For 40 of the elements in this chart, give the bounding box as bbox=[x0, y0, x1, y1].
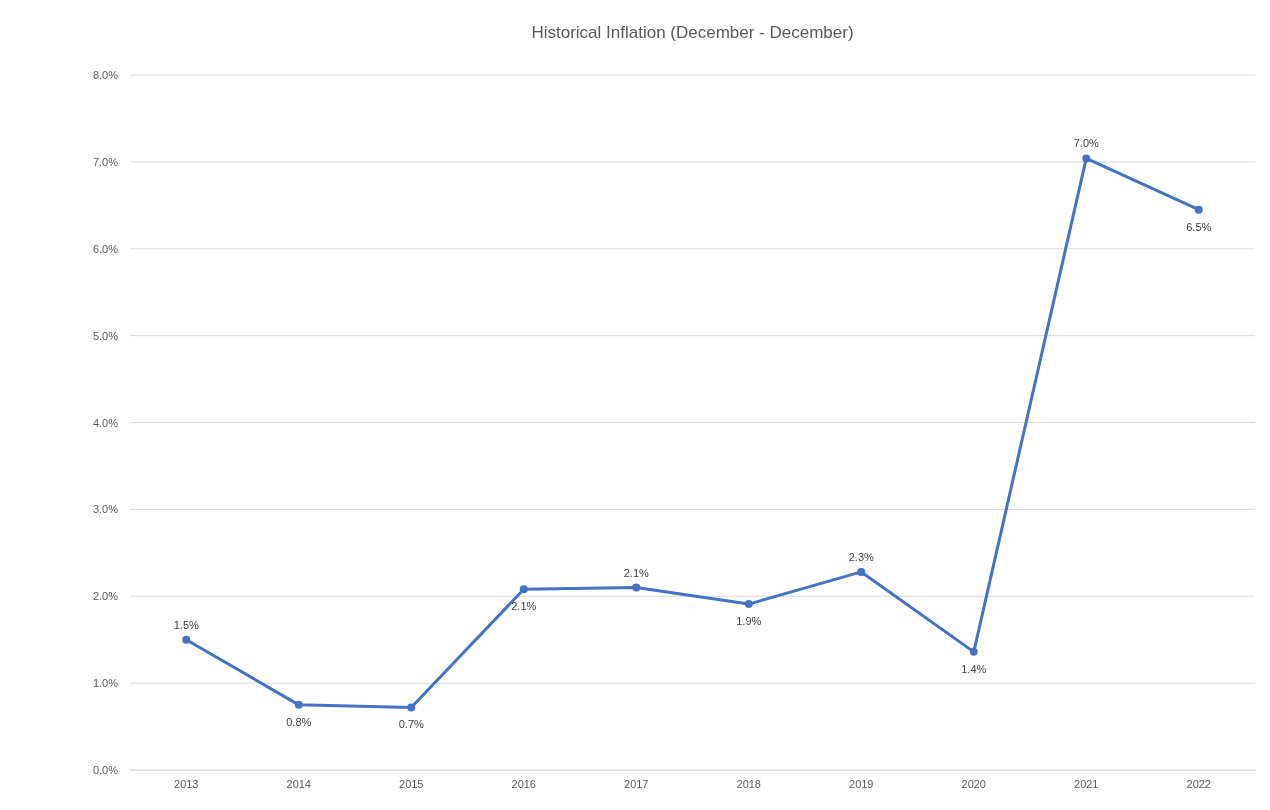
y-tick-label: 5.0% bbox=[92, 329, 119, 342]
x-tick-label: 2016 bbox=[511, 777, 536, 790]
data-label: 7.0% bbox=[1073, 137, 1099, 150]
data-label: 1.4% bbox=[961, 662, 987, 675]
x-tick-label: 2020 bbox=[961, 777, 986, 790]
x-tick-label: 2019 bbox=[849, 777, 874, 790]
data-label: 1.5% bbox=[173, 618, 199, 631]
chart-title: Historical Inflation (December - December) bbox=[531, 23, 854, 42]
data-label: 2.1% bbox=[623, 566, 649, 579]
x-tick-label: 2021 bbox=[1074, 777, 1099, 790]
point bbox=[182, 635, 191, 644]
y-tick-label: 2.0% bbox=[92, 590, 119, 603]
y-tick-label: 4.0% bbox=[92, 416, 119, 429]
point bbox=[1194, 205, 1203, 214]
point bbox=[969, 647, 978, 656]
x-tick-label: 2017 bbox=[624, 777, 649, 790]
point bbox=[744, 600, 753, 609]
data-label: 1.9% bbox=[736, 615, 762, 628]
y-tick-label: 8.0% bbox=[92, 69, 119, 82]
y-tick-label: 0.0% bbox=[92, 764, 119, 777]
data-label: 0.7% bbox=[398, 718, 424, 731]
point bbox=[519, 585, 528, 594]
data-label: 2.1% bbox=[511, 600, 537, 613]
y-tick-label: 1.0% bbox=[92, 677, 119, 690]
y-tick-label: 3.0% bbox=[92, 503, 119, 516]
x-tick-label: 2022 bbox=[1186, 777, 1211, 790]
point bbox=[632, 583, 641, 592]
point bbox=[294, 700, 303, 709]
data-label: 2.3% bbox=[848, 550, 874, 563]
y-tick-label: 7.0% bbox=[92, 155, 119, 168]
y-tick-label: 6.0% bbox=[92, 242, 119, 255]
x-tick-label: 2013 bbox=[174, 777, 199, 790]
point bbox=[1082, 154, 1091, 163]
point bbox=[407, 703, 416, 712]
x-tick-label: 2014 bbox=[286, 777, 311, 790]
x-tick-label: 2018 bbox=[736, 777, 761, 790]
point bbox=[857, 567, 866, 576]
data-label: 6.5% bbox=[1186, 220, 1212, 233]
x-tick-label: 2015 bbox=[399, 777, 424, 790]
data-label: 0.8% bbox=[286, 715, 312, 728]
